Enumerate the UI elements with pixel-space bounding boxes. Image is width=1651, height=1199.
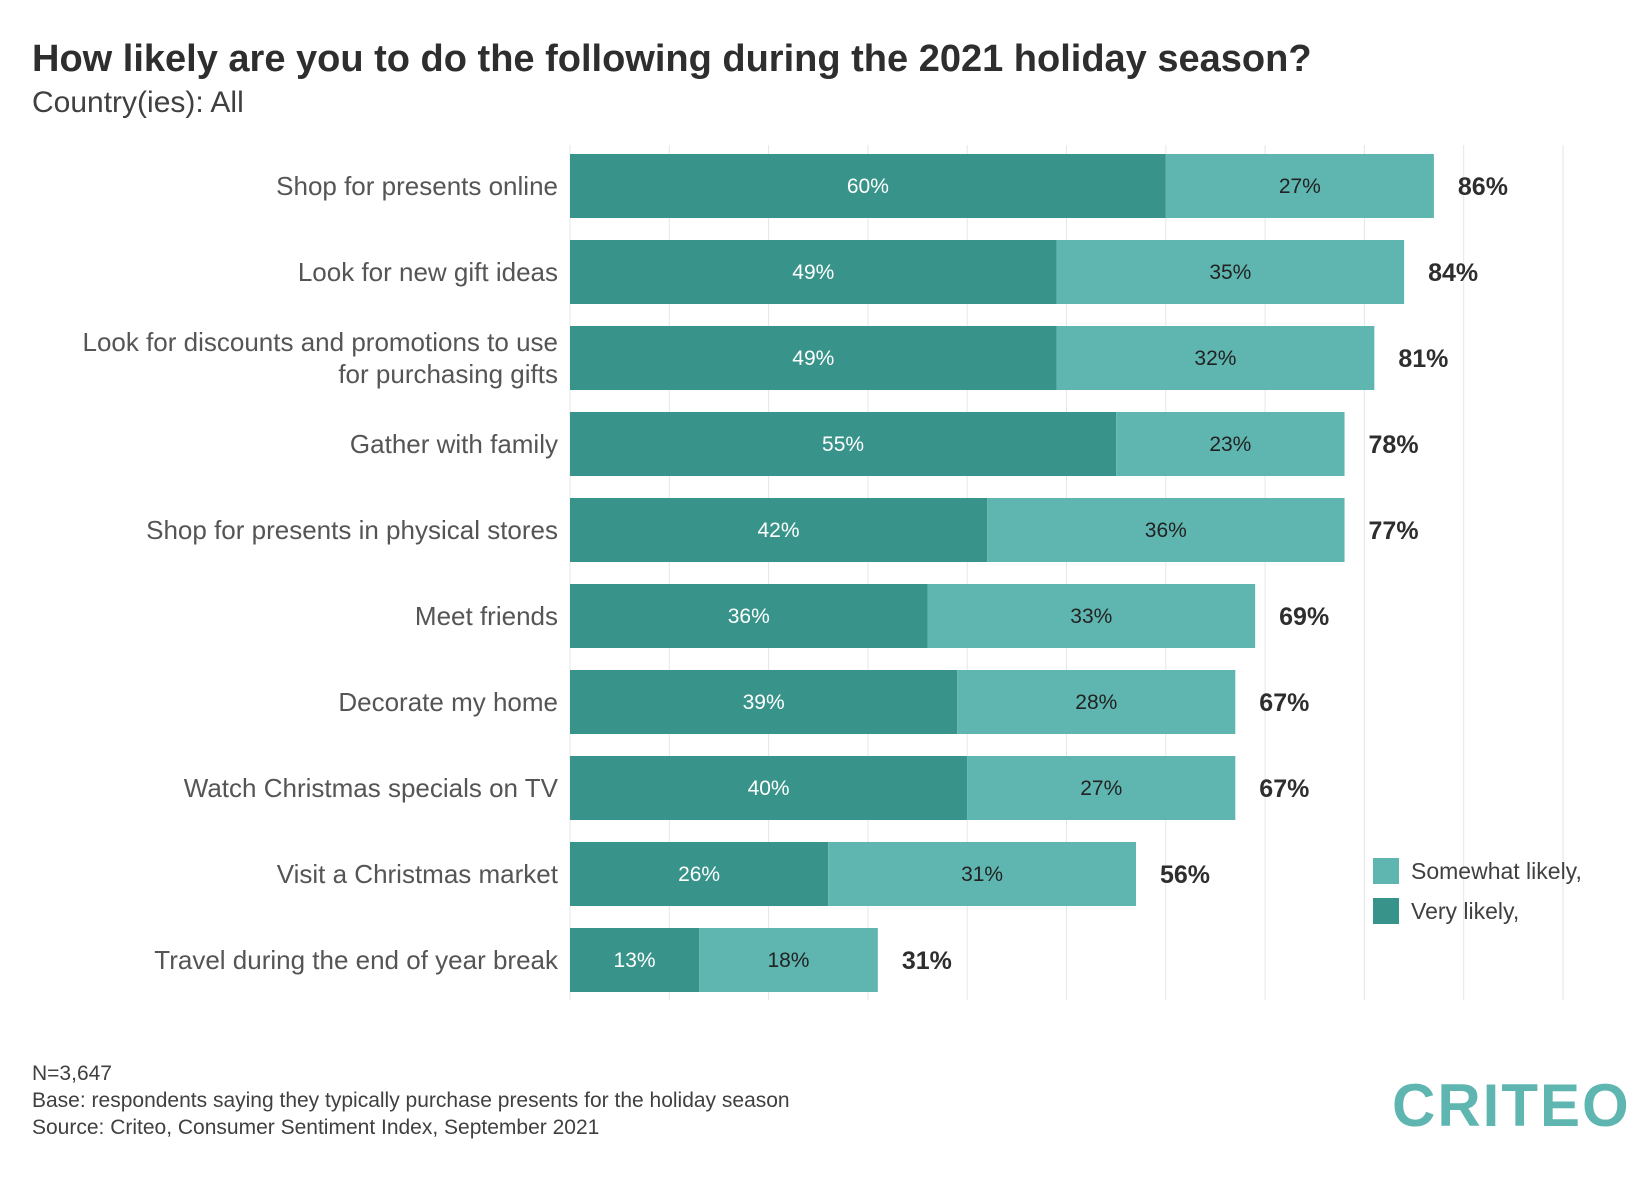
category-label: Gather with family bbox=[350, 429, 558, 459]
bar-somewhat-likely bbox=[699, 928, 878, 992]
category-label: Look for discounts and promotions to use… bbox=[82, 327, 558, 389]
sample-size-note: N=3,647 bbox=[32, 1062, 112, 1085]
data-label-very-likely: 55% bbox=[822, 433, 864, 456]
bar-very-likely bbox=[570, 842, 829, 906]
bar-very-likely bbox=[570, 412, 1117, 476]
bar-somewhat-likely bbox=[1165, 154, 1434, 218]
data-label-very-likely: 42% bbox=[758, 519, 800, 542]
data-label-very-likely: 60% bbox=[847, 175, 889, 198]
data-label-somewhat-likely: 36% bbox=[1145, 519, 1187, 542]
total-label: 81% bbox=[1398, 345, 1448, 373]
category-label: Decorate my home bbox=[338, 687, 558, 717]
bar-very-likely bbox=[570, 240, 1057, 304]
data-label-very-likely: 26% bbox=[678, 863, 720, 886]
total-label: 67% bbox=[1259, 775, 1309, 803]
source-note: Source: Criteo, Consumer Sentiment Index… bbox=[32, 1116, 600, 1139]
bar-somewhat-likely bbox=[828, 842, 1137, 906]
data-label-very-likely: 13% bbox=[614, 949, 656, 972]
category-label: Shop for presents online bbox=[276, 171, 558, 201]
data-label-somewhat-likely: 32% bbox=[1194, 347, 1236, 370]
total-label: 69% bbox=[1279, 603, 1329, 631]
chart-footer: N=3,647 Base: respondents saying they ty… bbox=[32, 1060, 790, 1141]
bar-somewhat-likely bbox=[1116, 412, 1345, 476]
data-label-somewhat-likely: 33% bbox=[1070, 605, 1112, 628]
chart-title: How likely are you to do the following d… bbox=[32, 38, 1312, 80]
data-label-somewhat-likely: 18% bbox=[767, 949, 809, 972]
bar-very-likely bbox=[570, 326, 1057, 390]
data-label-very-likely: 49% bbox=[792, 347, 834, 370]
total-label: 78% bbox=[1369, 431, 1419, 459]
base-note: Base: respondents saying they typically … bbox=[32, 1089, 790, 1112]
criteo-logo: CRITEO bbox=[1392, 1072, 1631, 1139]
category-label: Look for new gift ideas bbox=[298, 257, 558, 287]
criteo-logo-text: CRITEO bbox=[1392, 1072, 1631, 1139]
legend-label-somewhat-likely: Somewhat likely, bbox=[1411, 858, 1582, 884]
category-label: Meet friends bbox=[415, 601, 558, 631]
bar-somewhat-likely bbox=[987, 498, 1345, 562]
data-label-very-likely: 49% bbox=[792, 261, 834, 284]
total-label: 56% bbox=[1160, 861, 1210, 889]
legend-swatch-very-likely bbox=[1373, 898, 1399, 924]
bar-very-likely bbox=[570, 756, 968, 820]
data-label-somewhat-likely: 27% bbox=[1080, 777, 1122, 800]
bar-very-likely bbox=[570, 928, 700, 992]
data-label-somewhat-likely: 27% bbox=[1279, 175, 1321, 198]
bar-very-likely bbox=[570, 670, 958, 734]
total-label: 67% bbox=[1259, 689, 1309, 717]
data-label-somewhat-likely: 28% bbox=[1075, 691, 1117, 714]
bar-somewhat-likely bbox=[1056, 326, 1375, 390]
bar-very-likely bbox=[570, 498, 988, 562]
legend-label-very-likely: Very likely, bbox=[1411, 898, 1519, 924]
category-label: Shop for presents in physical stores bbox=[146, 515, 558, 545]
total-label: 77% bbox=[1369, 517, 1419, 545]
bar-somewhat-likely bbox=[1056, 240, 1405, 304]
data-label-very-likely: 40% bbox=[748, 777, 790, 800]
total-label: 84% bbox=[1428, 259, 1478, 287]
data-label-somewhat-likely: 23% bbox=[1209, 433, 1251, 456]
data-label-very-likely: 39% bbox=[743, 691, 785, 714]
legend-swatch-somewhat-likely bbox=[1373, 858, 1399, 884]
bar-somewhat-likely bbox=[967, 756, 1236, 820]
data-label-very-likely: 36% bbox=[728, 605, 770, 628]
chart-subtitle: Country(ies): All bbox=[32, 86, 244, 119]
data-label-somewhat-likely: 31% bbox=[961, 863, 1003, 886]
category-label: Travel during the end of year break bbox=[154, 945, 559, 975]
bar-somewhat-likely bbox=[957, 670, 1236, 734]
bar-very-likely bbox=[570, 154, 1166, 218]
bar-very-likely bbox=[570, 584, 928, 648]
total-label: 86% bbox=[1458, 173, 1508, 201]
bar-somewhat-likely bbox=[927, 584, 1256, 648]
category-label: Visit a Christmas market bbox=[277, 859, 559, 889]
total-label: 31% bbox=[902, 947, 952, 975]
category-label: Watch Christmas specials on TV bbox=[184, 773, 559, 803]
data-label-somewhat-likely: 35% bbox=[1209, 261, 1251, 284]
